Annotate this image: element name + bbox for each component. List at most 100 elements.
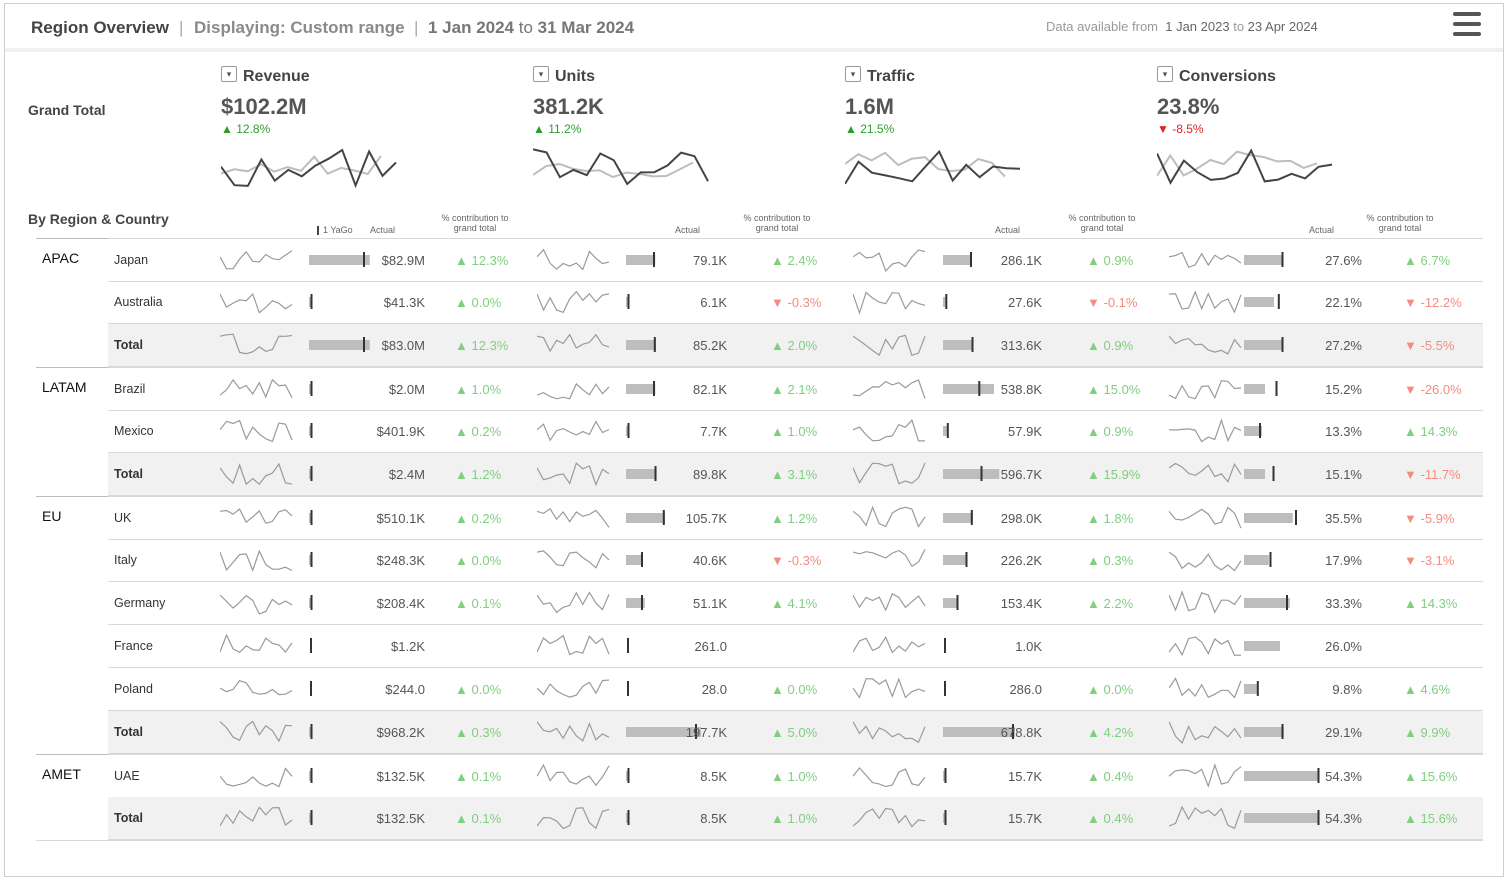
- display-mode[interactable]: Displaying: Custom range: [194, 18, 405, 37]
- kpi-sparkline: [1157, 148, 1333, 185]
- table-row[interactable]: Italy $248.3K ▲ 0.0% 40.6K ▼ -0.3% 226.2K ▲ 0.…: [108, 539, 1483, 582]
- sparkline-line: [220, 767, 293, 788]
- actual-value: 27.6K: [1008, 295, 1042, 310]
- yago-marker: [945, 294, 948, 309]
- sparkline-current: [1157, 148, 1333, 185]
- row-sparkline: [1169, 462, 1275, 483]
- contribution-bar: [309, 469, 311, 479]
- contribution-delta: ▼ -0.1%: [1087, 295, 1137, 310]
- sparkline-line: [853, 379, 926, 399]
- actual-value: $132.5K: [376, 811, 425, 826]
- dropdown-chevron-icon[interactable]: ▾: [845, 66, 861, 82]
- contribution-bar: [626, 771, 628, 781]
- table-row[interactable]: Mexico $401.9K ▲ 0.2% 7.7K ▲ 1.0% 57.9K ▲ 0.9%…: [108, 410, 1483, 453]
- table-row-total[interactable]: Total $132.5K ▲ 0.1% 8.5K ▲ 1.0% 15.7K ▲ 0.4% 5…: [108, 797, 1483, 840]
- contribution-delta-value: 0.2%: [471, 424, 502, 439]
- sparkline-current: [221, 148, 397, 189]
- sparkline-line: [853, 636, 926, 654]
- dropdown-chevron-icon[interactable]: ▾: [533, 66, 549, 82]
- date-range[interactable]: 1 Jan 2024 to 31 Mar 2024: [428, 18, 634, 38]
- contribution-bar: [1244, 813, 1319, 823]
- sparkline-line: [537, 507, 610, 528]
- row-sparkline: [220, 508, 313, 525]
- arrow-up-icon: ▲: [1087, 769, 1100, 784]
- contribution-bar: [626, 727, 701, 737]
- contribution-delta: ▲ 0.1%: [455, 596, 501, 611]
- sparkline-prior-year: [1157, 150, 1318, 177]
- arrow-up-icon: ▲: [455, 596, 468, 611]
- contribution-delta: ▼ -0.3%: [771, 553, 821, 568]
- contribution-bar: [1244, 297, 1274, 307]
- contribution-delta-value: -5.5%: [1420, 338, 1455, 353]
- sparkline-line: [853, 249, 926, 273]
- contribution-delta: ▲ 1.0%: [771, 424, 817, 439]
- contribution-bar: [626, 426, 628, 436]
- table-row[interactable]: Japan $82.9M ▲ 12.3% 79.1K ▲ 2.4% 286.1K ▲ 0.9…: [108, 238, 1483, 282]
- contribution-delta: ▲ 0.0%: [1087, 682, 1133, 697]
- yago-marker: [956, 595, 959, 610]
- contribution-bar: [943, 813, 945, 823]
- dropdown-chevron-icon[interactable]: ▾: [221, 66, 237, 82]
- arrow-up-icon: ▲: [1087, 811, 1100, 826]
- country-name: UAE: [114, 769, 140, 783]
- yago-marker: [944, 638, 946, 653]
- dropdown-chevron-icon[interactable]: ▾: [1157, 66, 1173, 82]
- contribution-bar: [943, 384, 994, 394]
- region-name: APAC: [42, 250, 80, 266]
- arrow-up-icon: ▲: [1087, 253, 1100, 268]
- table-row-total[interactable]: Total $83.0M ▲ 12.3% 85.2K ▲ 2.0% 313.6K ▲ 0.9…: [108, 324, 1483, 367]
- sparkline-current: [533, 148, 709, 186]
- contribution-bar: [943, 727, 1015, 737]
- contribution-delta-value: 0.9%: [1103, 253, 1134, 268]
- table-row[interactable]: UK $510.1K ▲ 0.2% 105.7K ▲ 1.2% 298.0K ▲ 1.8% 3…: [108, 496, 1483, 540]
- contribution-bar: [309, 813, 311, 823]
- arrow-up-icon: ▲: [1404, 253, 1417, 268]
- contribution-delta-value: 6.7%: [1420, 253, 1451, 268]
- country-name: Mexico: [114, 424, 154, 438]
- contribution-delta-value: 1.0%: [787, 424, 818, 439]
- contribution-delta: ▲ 0.0%: [455, 553, 501, 568]
- contribution-delta-value: 9.9%: [1420, 725, 1451, 740]
- table-row-total[interactable]: Total $2.4M ▲ 1.2% 89.8K ▲ 3.1% 596.7K ▲ 15.9%…: [108, 453, 1483, 496]
- actual-value: $208.4K: [376, 596, 425, 611]
- column-header: 1 YaGo: [323, 225, 353, 235]
- contribution-delta-value: -3.1%: [1420, 553, 1455, 568]
- contribution-delta: ▲ 0.2%: [455, 511, 501, 526]
- contribution-delta-value: 0.0%: [787, 682, 818, 697]
- arrow-up-icon: ▲: [455, 511, 468, 526]
- table-row[interactable]: Germany $208.4K ▲ 0.1% 51.1K ▲ 4.1% 153.4K ▲ 2…: [108, 582, 1483, 625]
- row-sparkline: [853, 379, 994, 399]
- contribution-delta: ▲ 2.0%: [771, 338, 817, 353]
- row-sparkline: [537, 381, 656, 400]
- arrow-down-icon: ▼: [1404, 295, 1417, 310]
- sparkline-line: [537, 763, 610, 787]
- contribution-delta: ▲ 9.9%: [1404, 725, 1450, 740]
- sparkline-line: [220, 292, 293, 314]
- table-row[interactable]: Brazil $2.0M ▲ 1.0% 82.1K ▲ 2.1% 538.8K ▲ 15.0…: [108, 367, 1483, 411]
- contribution-delta: ▲ 1.0%: [455, 382, 501, 397]
- kpi-delta-value: 21.5%: [860, 122, 895, 136]
- contribution-delta: ▲ 3.1%: [771, 467, 817, 482]
- actual-value: 197.7K: [685, 725, 727, 740]
- contribution-delta: ▲ 0.0%: [455, 295, 501, 310]
- table-row[interactable]: Australia $41.3K ▲ 0.0% 6.1K ▼ -0.3% 27.6K ▼ -…: [108, 281, 1483, 324]
- table-row[interactable]: France $1.2K 261.0 1.0K 26.0%: [108, 625, 1483, 668]
- row-sparkline: [853, 766, 947, 788]
- kpi-title: Traffic: [867, 68, 916, 85]
- table-row[interactable]: UAE $132.5K ▲ 0.1% 8.5K ▲ 1.0% 15.7K ▲ 0.4% 54.…: [108, 754, 1483, 798]
- yago-marker: [363, 337, 365, 352]
- table-row-total[interactable]: Total $968.2K ▲ 0.3% 197.7K ▲ 5.0% 678.8K ▲ 4.…: [108, 711, 1483, 754]
- sparkline-line: [220, 462, 293, 486]
- country-name: Poland: [114, 682, 153, 696]
- region-divider: [36, 367, 108, 368]
- sparkline-line: [220, 806, 293, 827]
- contribution-delta-value: -0.3%: [787, 553, 822, 568]
- contribution-bar: [1244, 641, 1280, 651]
- contribution-bar: [1244, 426, 1262, 436]
- hamburger-menu-icon[interactable]: [1453, 12, 1481, 42]
- row-sparkline: [220, 250, 370, 270]
- contribution-delta-value: 1.0%: [787, 811, 818, 826]
- table-row[interactable]: Poland $244.0 ▲ 0.0% 28.0 ▲ 0.0% 286.0 ▲ 0.0% 9…: [108, 668, 1483, 711]
- country-name: France: [114, 639, 153, 653]
- actual-value: $132.5K: [376, 769, 425, 784]
